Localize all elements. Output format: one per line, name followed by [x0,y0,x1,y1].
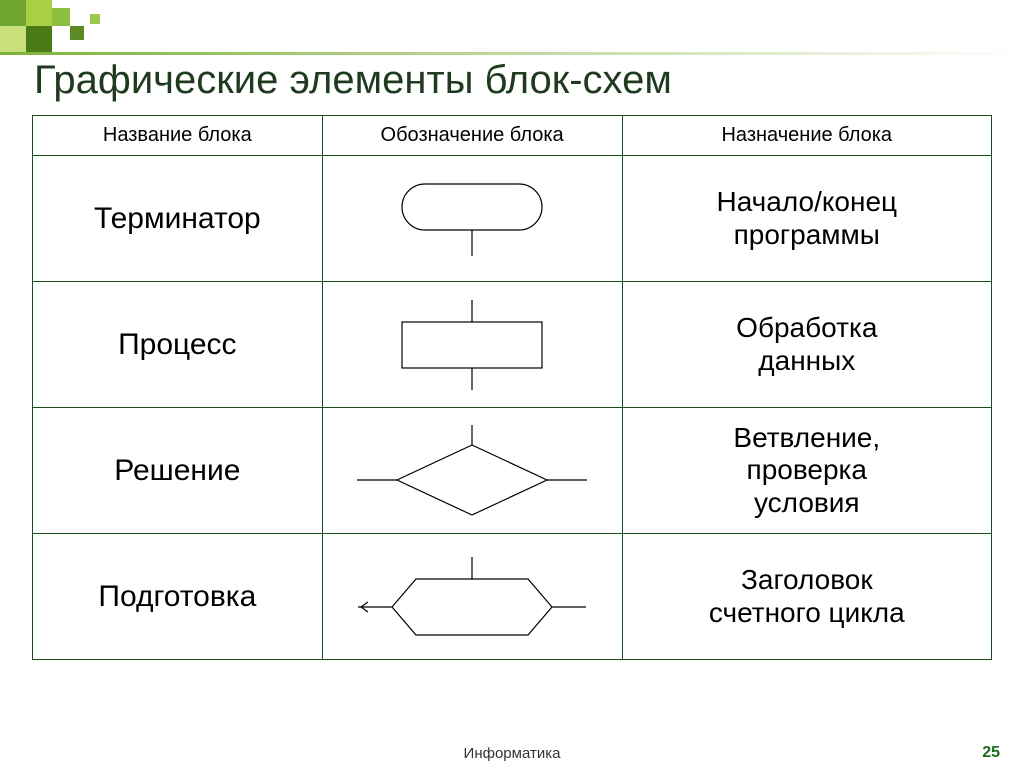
page-number: 25 [982,744,1000,762]
block-purpose: Заголовоксчетного цикла [622,534,991,660]
block-symbol [322,282,622,408]
block-name: Терминатор [33,156,323,282]
block-symbol [322,534,622,660]
col-purpose: Назначение блока [622,116,991,156]
block-name: Подготовка [33,534,323,660]
table-header-row: Название блока Обозначение блока Назначе… [33,116,992,156]
block-symbol [322,408,622,534]
footer-label: Информатика [0,745,1024,762]
block-purpose: Обработкаданных [622,282,991,408]
decor-svg [0,0,1024,55]
block-name: Процесс [33,282,323,408]
table-row: Решение Ветвление,проверкаусловия [33,408,992,534]
block-symbol [322,156,622,282]
block-purpose: Ветвление,проверкаусловия [622,408,991,534]
flowchart-elements-table: Название блока Обозначение блока Назначе… [32,115,992,660]
col-symbol: Обозначение блока [322,116,622,156]
col-name: Название блока [33,116,323,156]
corner-decoration [0,0,1024,55]
table-row: Процесс Обработкаданных [33,282,992,408]
table-row: Терминатор Начало/конецпрограммы [33,156,992,282]
block-name: Решение [33,408,323,534]
block-purpose: Начало/конецпрограммы [622,156,991,282]
table-row: Подготовка Заголовоксчетного цикла [33,534,992,660]
